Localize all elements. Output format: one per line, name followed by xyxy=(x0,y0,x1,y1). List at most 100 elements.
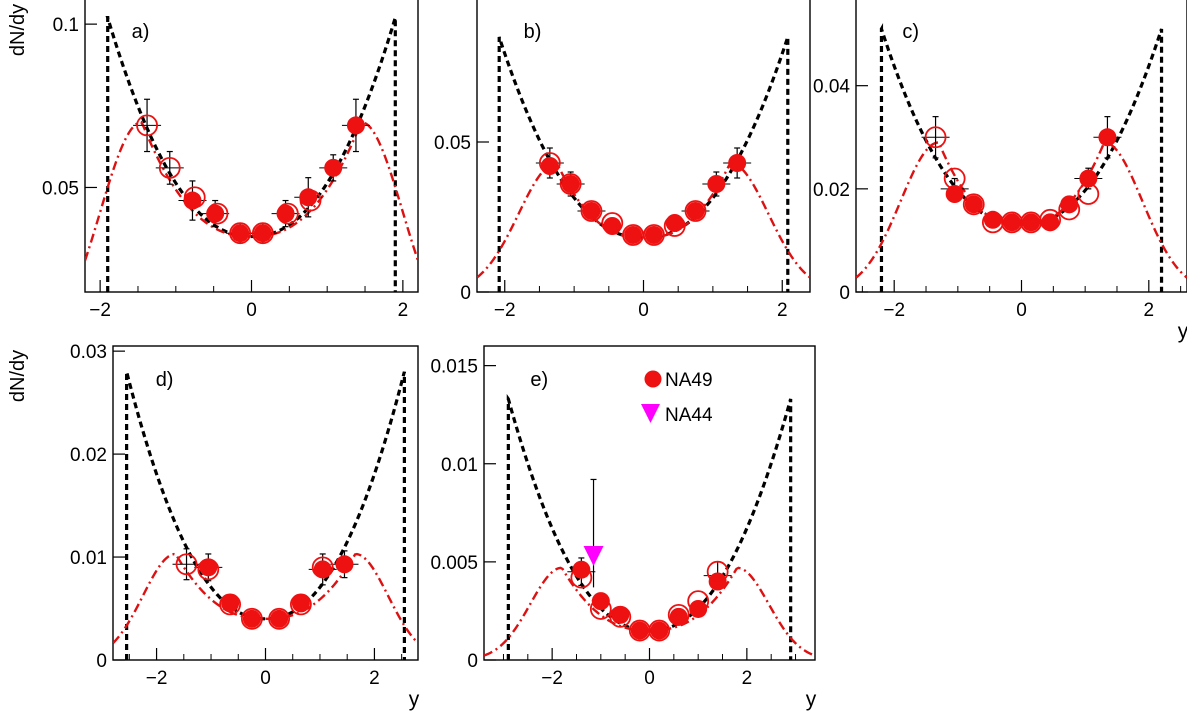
x-tick-label: −2 xyxy=(89,300,111,321)
x-tick-label: 0 xyxy=(260,668,271,689)
na49-filled-point xyxy=(582,202,601,220)
y-tick-label: 0.04 xyxy=(813,77,850,98)
na49-filled-point xyxy=(1022,213,1041,232)
red-dashdot-curve xyxy=(85,120,418,261)
x-axis-title: y xyxy=(409,688,420,711)
x-tick-label: −2 xyxy=(541,668,563,689)
x-tick-label: −2 xyxy=(146,668,168,689)
x-tick-label: −2 xyxy=(494,300,516,321)
panel-b-frame xyxy=(476,0,811,293)
na49-reflected-point xyxy=(684,200,707,222)
na49-filled-point xyxy=(291,594,310,613)
na49-reflected-point xyxy=(311,556,334,579)
panel-label-d: d) xyxy=(156,369,174,391)
panel-d: −2 0 2 0 0.01 0.02 0.03 d) dN/dy y xyxy=(7,342,420,711)
legend: NA49 NA44 xyxy=(641,370,713,426)
na49-reflected-point xyxy=(1058,198,1081,221)
na49-filled-point xyxy=(270,609,289,628)
panels-group: −2 0 2 0.05 0.1 a) dN/dy −2 0 2 0 0.05 b) −2 0 2 0 0.02 0.… xyxy=(7,0,1187,711)
na49-filled-point xyxy=(324,158,343,177)
panel-label-c: c) xyxy=(902,21,919,43)
na49-reflected-point xyxy=(1077,183,1100,205)
panel-a-frame xyxy=(84,0,419,293)
na49-reflected-point xyxy=(943,167,966,190)
na49-reflected-point xyxy=(229,222,252,245)
y-tick-label: 0.05 xyxy=(434,133,471,154)
na49-reflected-point xyxy=(206,202,229,225)
na49-reflected-point xyxy=(559,173,582,195)
panel-label-a: a) xyxy=(132,21,150,43)
panel-label-b: b) xyxy=(524,21,542,43)
na49-filled-point xyxy=(346,116,365,135)
x-tick-label: 2 xyxy=(777,300,788,321)
na49-filled-point xyxy=(221,594,240,613)
na49-filled-point xyxy=(335,555,354,574)
legend-na44-label: NA44 xyxy=(665,405,713,426)
na49-filled-point xyxy=(1041,213,1060,232)
panel-b: −2 0 2 0 0.05 b) xyxy=(434,0,811,321)
na49-filled-point xyxy=(206,204,225,223)
na49-filled-point xyxy=(561,175,580,193)
na49-reflected-point xyxy=(570,566,593,589)
na49-reflected-point xyxy=(1001,211,1023,234)
y-tick-label: 0.005 xyxy=(430,553,478,574)
na49-filled-point xyxy=(276,204,295,223)
black-dashed-curve xyxy=(879,24,1164,292)
red-dashdot-curve xyxy=(484,566,815,657)
na49-reflected-point xyxy=(240,607,263,630)
na49-reflected-point xyxy=(299,189,322,212)
na49-reflected-point xyxy=(268,607,291,630)
na49-reflected-point xyxy=(667,603,690,626)
na49-filled-point xyxy=(650,621,669,640)
na49-reflected-point xyxy=(1039,208,1062,231)
na49-reflected-point xyxy=(276,202,299,225)
na49-filled-point xyxy=(707,175,726,193)
na49-reflected-point xyxy=(580,200,603,222)
na49-filled-point xyxy=(253,224,272,243)
black-dashed-curve xyxy=(125,369,406,660)
legend-na49-marker xyxy=(644,370,662,388)
na49-filled-point xyxy=(1002,213,1021,232)
legend-na49-label: NA49 xyxy=(665,370,713,391)
x-tick-label: 2 xyxy=(742,668,753,689)
na49-reflected-point xyxy=(924,126,947,149)
na49-filled-point xyxy=(728,154,747,172)
na49-filled-point xyxy=(689,599,708,618)
na49-reflected-point xyxy=(197,558,220,581)
x-tick-label: 0 xyxy=(1016,300,1027,321)
na49-filled-point xyxy=(644,226,663,244)
na49-reflected-point xyxy=(538,152,561,174)
black-dashed-curve xyxy=(105,16,397,292)
na49-reflected-point xyxy=(601,212,624,234)
red-dashdot-curve xyxy=(113,552,418,644)
na49-filled-point xyxy=(686,202,705,220)
panel-c: −2 0 2 0 0.02 0.04 c) y xyxy=(813,0,1187,343)
panel-d-frame xyxy=(112,345,419,661)
na49-filled-point xyxy=(313,560,332,579)
na49-reflected-point xyxy=(687,590,710,613)
na49-filled-point xyxy=(630,621,649,640)
x-tick-label: 2 xyxy=(398,300,409,321)
y-tick-label: 0.03 xyxy=(70,342,107,363)
na49-reflected-point xyxy=(219,593,241,616)
x-tick-label: 2 xyxy=(369,668,380,689)
na49-filled-point xyxy=(591,592,610,611)
na49-reflected-point xyxy=(962,193,985,216)
na49-filled-point xyxy=(1060,195,1079,214)
na49-filled-point xyxy=(983,210,1002,229)
x-tick-label: −2 xyxy=(883,300,905,321)
na49-reflected-point xyxy=(643,224,665,246)
legend-na44-marker xyxy=(641,404,660,423)
y-tick-label: 0.015 xyxy=(430,357,478,378)
na49-filled-point xyxy=(242,609,261,628)
y-tick-label: 0.1 xyxy=(53,15,79,36)
na49-reflected-point xyxy=(648,619,671,642)
na49-filled-point xyxy=(945,185,964,203)
y-tick-label: 0.01 xyxy=(70,548,107,569)
y-tick-label: 0.02 xyxy=(70,445,107,466)
na49-filled-point xyxy=(603,217,622,235)
x-tick-label: 0 xyxy=(644,668,655,689)
na49-reflected-point xyxy=(136,114,158,137)
black-dashed-curve xyxy=(497,36,790,292)
